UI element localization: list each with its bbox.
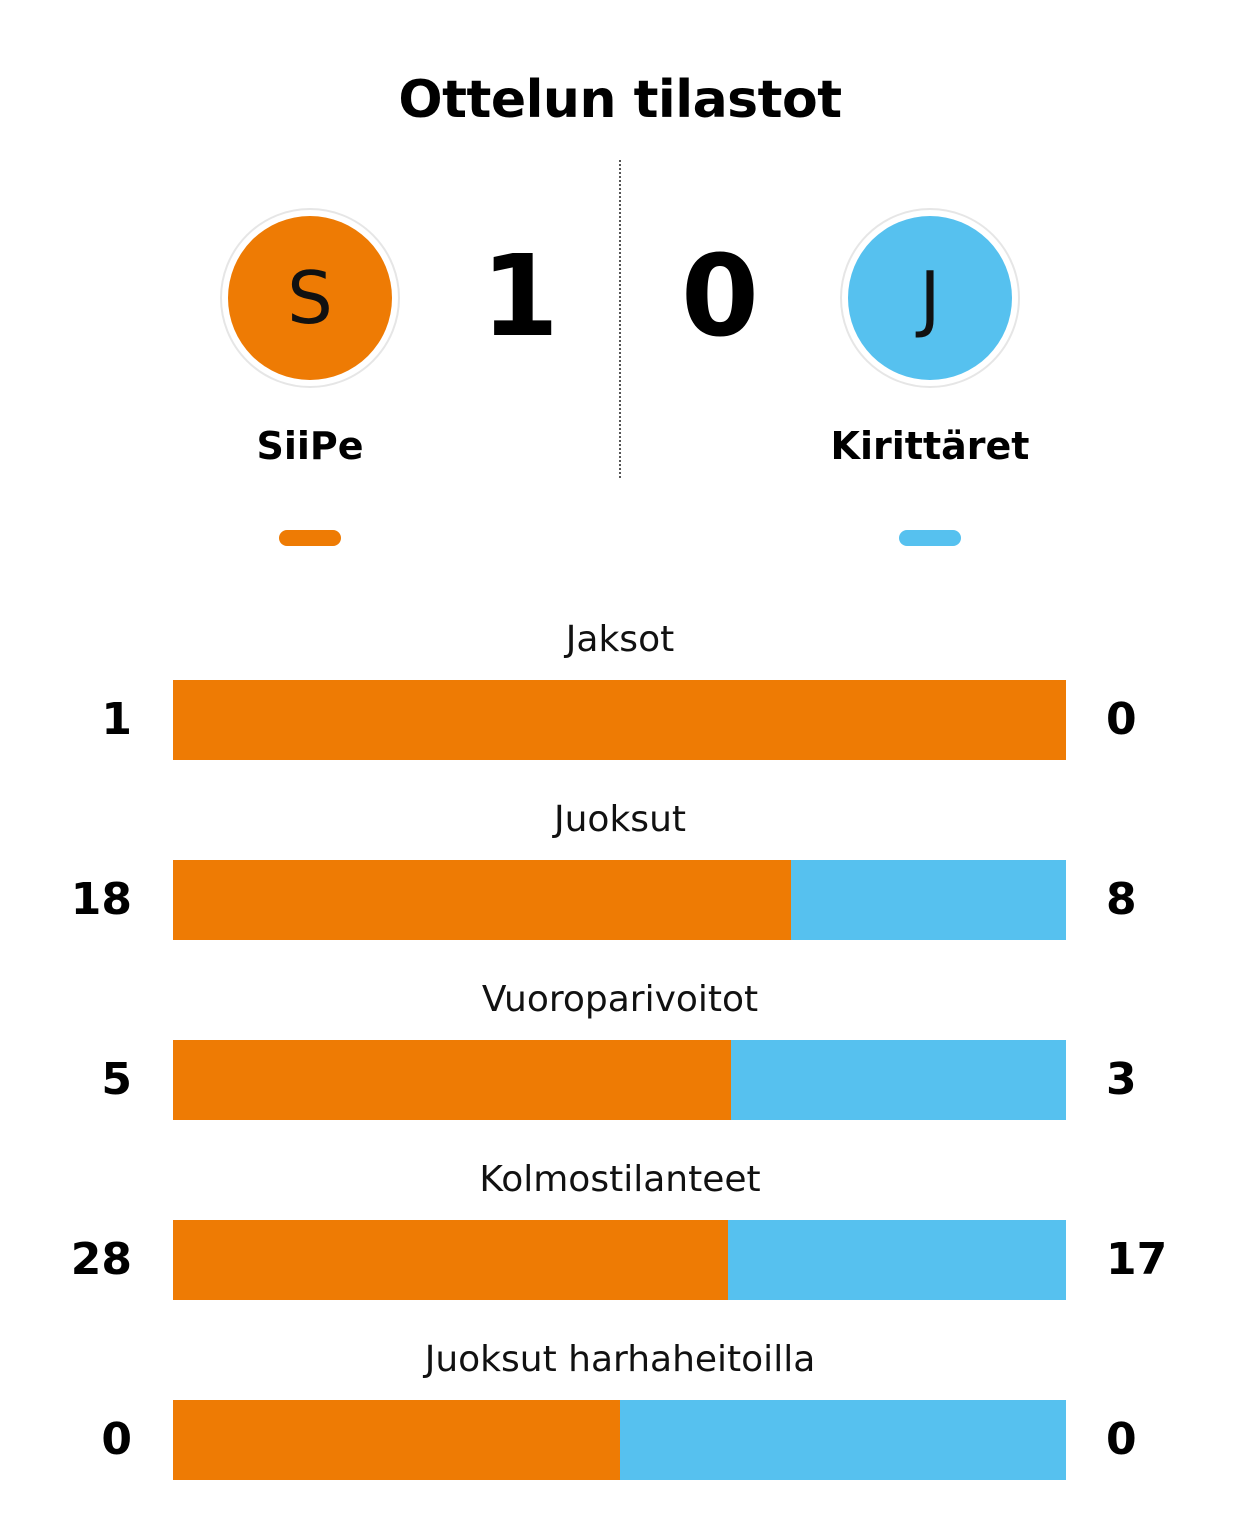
- stat-row: Vuoroparivoitot 5 3: [0, 978, 1240, 1158]
- stat-home-value: 0: [101, 1414, 132, 1465]
- stat-row: Juoksut harhaheitoilla 0 0: [0, 1338, 1240, 1518]
- stat-row: Juoksut 18 8: [0, 798, 1240, 978]
- home-team-logo-icon: S: [228, 216, 392, 380]
- home-team-badge: S: [220, 208, 400, 388]
- stat-home-value: 1: [101, 694, 132, 745]
- stat-bar-home-segment: [173, 860, 791, 940]
- away-team: J Kirittäret: [780, 208, 1080, 470]
- stat-bar: [173, 1220, 1066, 1300]
- away-score: 0: [681, 232, 759, 362]
- stat-bar: [173, 1040, 1066, 1120]
- stat-label: Jaksot: [565, 619, 675, 660]
- stat-label: Juoksut: [554, 799, 686, 840]
- stat-bar: [173, 860, 1066, 940]
- stat-row: Kolmostilanteet 28 17: [0, 1158, 1240, 1338]
- stat-bar-home-segment: [173, 680, 1066, 760]
- stat-away-value: 0: [1106, 694, 1137, 745]
- away-team-name: Kirittäret: [830, 424, 1030, 468]
- page-title: Ottelun tilastot: [398, 70, 842, 130]
- stat-bar-home-segment: [173, 1040, 732, 1120]
- stat-bar-away-segment: [619, 1400, 1066, 1480]
- stat-bar-away-segment: [728, 1220, 1066, 1300]
- away-team-badge: J: [840, 208, 1020, 388]
- stat-bar-home-segment: [173, 1400, 620, 1480]
- stat-label: Vuoroparivoitot: [481, 979, 759, 1020]
- stat-bar: [173, 680, 1066, 760]
- away-color-indicator: [899, 530, 961, 546]
- away-team-logo-icon: J: [848, 216, 1012, 380]
- stat-label: Kolmostilanteet: [479, 1159, 761, 1200]
- stat-away-value: 17: [1106, 1234, 1168, 1285]
- stat-away-value: 3: [1106, 1054, 1137, 1105]
- stat-away-value: 8: [1106, 874, 1137, 925]
- stat-label: Juoksut harhaheitoilla: [424, 1339, 816, 1380]
- stat-home-value: 5: [101, 1054, 132, 1105]
- stat-bar-away-segment: [790, 860, 1066, 940]
- stat-bar: [173, 1400, 1066, 1480]
- stat-bar-away-segment: [731, 1040, 1066, 1120]
- home-team: S SiiPe: [160, 208, 460, 470]
- stat-bar-home-segment: [173, 1220, 729, 1300]
- stat-home-value: 28: [70, 1234, 132, 1285]
- score-divider: [619, 160, 621, 478]
- home-team-name: SiiPe: [256, 424, 364, 468]
- stat-home-value: 18: [70, 874, 132, 925]
- home-score: 1: [481, 232, 559, 362]
- home-color-indicator: [279, 530, 341, 546]
- stat-away-value: 0: [1106, 1414, 1137, 1465]
- stat-row: Jaksot 1 0: [0, 618, 1240, 798]
